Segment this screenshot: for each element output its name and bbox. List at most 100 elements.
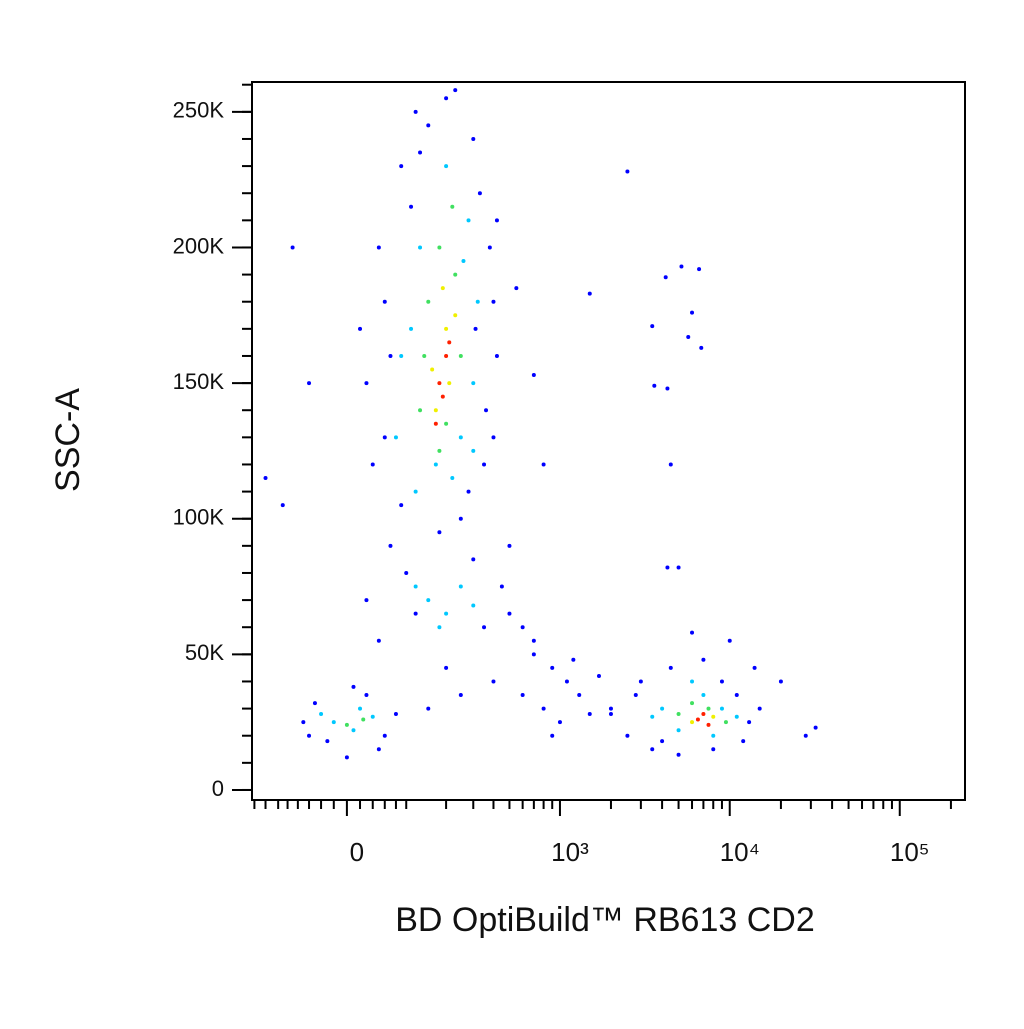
point xyxy=(550,665,555,670)
y-axis-label: SSC-A xyxy=(49,388,87,492)
point xyxy=(358,706,363,711)
point xyxy=(458,435,463,440)
point xyxy=(358,326,363,331)
point xyxy=(409,326,414,331)
point xyxy=(444,326,449,331)
point xyxy=(388,353,393,358)
point xyxy=(450,204,455,209)
point xyxy=(727,638,732,643)
point xyxy=(571,657,576,662)
point xyxy=(471,603,476,608)
y-tick-label: 150K xyxy=(173,369,225,394)
point xyxy=(393,712,398,717)
point xyxy=(376,638,381,643)
point xyxy=(690,679,695,684)
point xyxy=(471,381,476,386)
point xyxy=(676,752,681,757)
point xyxy=(409,204,414,209)
point xyxy=(507,611,512,616)
point xyxy=(701,712,706,717)
point xyxy=(280,503,285,508)
point xyxy=(453,313,458,318)
point xyxy=(734,693,739,698)
point xyxy=(413,584,418,589)
point xyxy=(676,728,681,733)
point xyxy=(638,679,643,684)
point xyxy=(444,96,449,101)
point xyxy=(437,530,442,535)
x-tick-label: 0 xyxy=(350,837,364,867)
point xyxy=(471,136,476,141)
point xyxy=(433,408,438,413)
point xyxy=(475,299,480,304)
point xyxy=(426,706,431,711)
y-tick-label: 50K xyxy=(185,640,224,665)
point xyxy=(665,386,670,391)
point xyxy=(418,150,423,155)
point xyxy=(650,714,655,719)
y-tick-label: 100K xyxy=(173,505,225,530)
point xyxy=(361,717,366,722)
point xyxy=(741,739,746,744)
point xyxy=(307,733,312,738)
point xyxy=(690,630,695,635)
point xyxy=(399,503,404,508)
point xyxy=(650,747,655,752)
point xyxy=(382,299,387,304)
point xyxy=(376,747,381,752)
point xyxy=(557,720,562,725)
point xyxy=(437,381,442,386)
point xyxy=(625,733,630,738)
x-axis-label: BD OptiBuild™ RB613 CD2 xyxy=(395,901,815,939)
point xyxy=(444,611,449,616)
point xyxy=(520,693,525,698)
point xyxy=(426,598,431,603)
point xyxy=(461,259,466,264)
point xyxy=(686,334,691,339)
point xyxy=(477,191,482,196)
point xyxy=(447,381,452,386)
point xyxy=(507,543,512,548)
point xyxy=(413,489,418,494)
point xyxy=(668,462,673,467)
point xyxy=(482,462,487,467)
point xyxy=(499,584,504,589)
point xyxy=(587,291,592,296)
point xyxy=(364,598,369,603)
plot-frame xyxy=(251,81,966,801)
point xyxy=(711,714,716,719)
point xyxy=(364,693,369,698)
point xyxy=(695,717,700,722)
point xyxy=(466,489,471,494)
point xyxy=(719,706,724,711)
point xyxy=(301,720,306,725)
point xyxy=(520,625,525,630)
point xyxy=(701,657,706,662)
point xyxy=(699,345,704,350)
point xyxy=(711,733,716,738)
x-tick-label: 10⁴ xyxy=(720,837,760,867)
point xyxy=(447,340,452,345)
point xyxy=(663,275,668,280)
point xyxy=(458,353,463,358)
point xyxy=(701,693,706,698)
point xyxy=(319,712,324,717)
point xyxy=(433,462,438,467)
point xyxy=(813,725,818,730)
point xyxy=(494,218,499,223)
point xyxy=(382,435,387,440)
point xyxy=(418,245,423,250)
point xyxy=(650,324,655,329)
point xyxy=(541,462,546,467)
point xyxy=(370,462,375,467)
point xyxy=(676,712,681,717)
point xyxy=(491,679,496,684)
point xyxy=(625,169,630,174)
point xyxy=(531,638,536,643)
point xyxy=(422,353,427,358)
point xyxy=(514,286,519,291)
point xyxy=(344,755,349,760)
point xyxy=(690,310,695,315)
point xyxy=(747,720,752,725)
point xyxy=(351,728,356,733)
